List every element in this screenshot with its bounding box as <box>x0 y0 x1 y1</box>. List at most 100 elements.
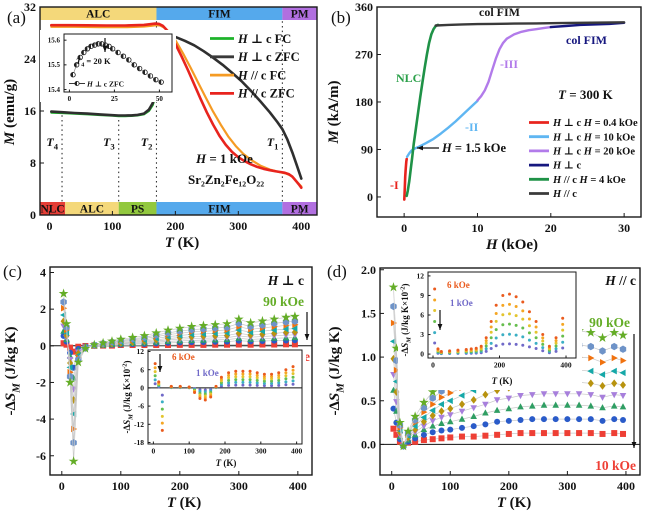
circle-marker <box>153 374 157 378</box>
star-marker <box>175 323 185 333</box>
circle-marker <box>178 384 182 388</box>
triright-marker <box>611 354 618 362</box>
tridown-marker <box>429 418 436 425</box>
star-marker <box>98 337 108 348</box>
plot-border <box>49 266 313 476</box>
y-tick-label: -18 <box>134 438 144 447</box>
tridown-marker <box>458 408 466 415</box>
circle-marker <box>248 372 252 376</box>
circle-marker <box>554 341 558 345</box>
hexagon-marker <box>420 404 428 412</box>
star-marker <box>597 332 608 342</box>
d-inset-series-x-6-koe <box>433 287 565 353</box>
circle-marker <box>507 332 511 336</box>
square-marker <box>540 430 547 437</box>
star-marker <box>58 288 69 298</box>
circle-marker <box>484 344 488 348</box>
x-tick-label: 0 <box>151 447 155 456</box>
circle-marker <box>284 374 288 378</box>
diamond-marker <box>259 330 266 339</box>
circle-marker <box>277 371 281 375</box>
circle-marker <box>479 344 483 348</box>
circle-marker <box>248 383 252 387</box>
circle-marker <box>219 375 223 379</box>
arrow-head <box>631 442 637 448</box>
circle-marker <box>561 328 565 332</box>
y-tick-label: 16 <box>24 104 36 118</box>
circle-marker <box>554 336 558 340</box>
series-line <box>403 157 408 201</box>
circle-marker <box>482 421 489 428</box>
hexagon-marker <box>587 342 594 351</box>
legend-label: H ⊥ c H = 10 kOe <box>552 132 635 143</box>
circle-marker <box>507 312 511 316</box>
halfcircle-marker <box>148 73 151 79</box>
halfcircle-marker <box>137 66 140 71</box>
circle-marker <box>494 344 498 348</box>
halfcircle-marker <box>131 62 135 68</box>
circle-marker <box>514 323 518 327</box>
tridown-marker <box>529 392 536 399</box>
circle-marker <box>474 346 478 350</box>
series-line <box>405 99 479 159</box>
circle-marker <box>494 303 498 307</box>
circle-marker <box>489 341 493 345</box>
y-tick-label: -2 <box>36 376 46 390</box>
circle-marker <box>262 377 266 381</box>
circle-marker <box>153 370 157 374</box>
triright-marker <box>447 389 454 397</box>
panel-c-chart: 0 100 200 300 400 -6 -4 -2 0 2 4 T (K) -ΔSM (J/kg K)… <box>3 266 313 511</box>
b-x-axis-label: H (kOe) <box>485 237 538 253</box>
circle-marker <box>209 395 213 399</box>
square-marker <box>63 341 70 348</box>
circle-marker <box>484 341 488 345</box>
d-inset-group: 0 200 400 0 3 6 9 12 T (K) -ΔSM (J/kg K×10-2) 6 kO… <box>398 270 582 390</box>
phase-band-x-pm <box>282 202 317 215</box>
star-marker <box>245 317 256 327</box>
circle-marker <box>433 320 437 324</box>
star-marker <box>585 327 596 337</box>
x-tick-label: 20 <box>545 221 557 235</box>
diamond-marker <box>470 396 477 404</box>
circle-marker <box>277 373 281 377</box>
circle-marker <box>234 372 238 376</box>
phase-band-label-x-alc: ALC <box>86 9 110 21</box>
y-tick-label: -12 <box>134 420 144 429</box>
diamond-marker <box>271 329 278 338</box>
circle-marker <box>234 369 238 373</box>
annotation: 10 kOe <box>595 458 636 473</box>
diamond-marker <box>235 329 242 338</box>
circle-marker <box>203 398 207 402</box>
circle-marker <box>241 372 245 376</box>
circle-marker <box>494 328 498 332</box>
diamond-marker <box>60 317 67 326</box>
trileft-marker <box>446 397 453 405</box>
halfcircle-marker <box>74 62 77 68</box>
circle-marker <box>494 418 501 425</box>
circle-marker <box>534 325 538 329</box>
panel-a-chart: ALC FIM PM NLC ALC PS FIM PM T4 T3 T2 T1 0 100 200 300 4… <box>2 0 318 251</box>
circle-marker <box>248 369 252 373</box>
circle-marker <box>554 349 558 353</box>
circle-marker <box>291 382 295 386</box>
circle-marker <box>489 330 493 334</box>
circle-marker <box>262 381 266 385</box>
circle-marker <box>439 349 443 353</box>
plot-border <box>379 267 641 476</box>
circle-marker <box>534 347 538 351</box>
circle-marker <box>547 344 551 348</box>
triup-marker <box>505 405 513 412</box>
y-tick-label: 180 <box>355 95 373 109</box>
panel-label-a: (a) <box>7 8 26 27</box>
circle-marker <box>448 349 452 353</box>
circle-marker <box>241 378 245 382</box>
transition-label: T2 <box>141 135 153 152</box>
c-inset-x-axis-label: T (K) <box>216 458 237 468</box>
annotation: 90 kOe <box>589 315 630 330</box>
star-marker <box>61 318 72 328</box>
star-marker <box>222 318 232 328</box>
square-marker <box>438 435 445 442</box>
square-marker <box>271 341 278 348</box>
x-tick-label: 100 <box>184 447 196 456</box>
